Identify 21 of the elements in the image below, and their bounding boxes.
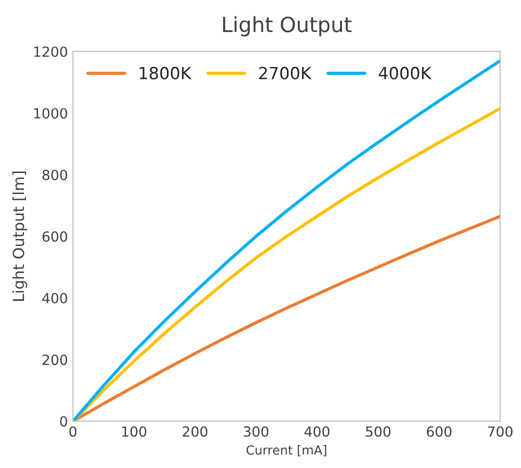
y-tick-label: 1000: [34, 108, 68, 119]
y-tick-label: 800: [42, 170, 68, 180]
x-tick-label: 200: [182, 426, 208, 437]
x-tick-label: 700: [488, 426, 512, 437]
x-tick-label: 600: [426, 426, 452, 437]
x-tick-label: 0: [69, 426, 76, 437]
chart-title: Light Output: [223, 16, 352, 36]
y-tick-label: 200: [42, 354, 68, 366]
x-tick-label: 300: [244, 426, 268, 437]
x-axis-title: Current [mA]: [246, 445, 326, 456]
legend-label: 4000K: [378, 66, 432, 80]
y-tick-label: 1200: [34, 46, 68, 57]
x-tick-label: 400: [304, 426, 330, 437]
legend-label: 1800K: [140, 66, 192, 80]
y-axis-title: Light Output [lm]: [12, 172, 28, 301]
legend-label: 2700K: [259, 66, 312, 80]
y-tick-label: 400: [42, 292, 68, 304]
x-tick-label: 100: [122, 426, 146, 437]
y-tick-label: 0: [60, 416, 68, 427]
y-tick-label: 600: [42, 231, 68, 242]
x-tick-label: 500: [366, 426, 390, 437]
